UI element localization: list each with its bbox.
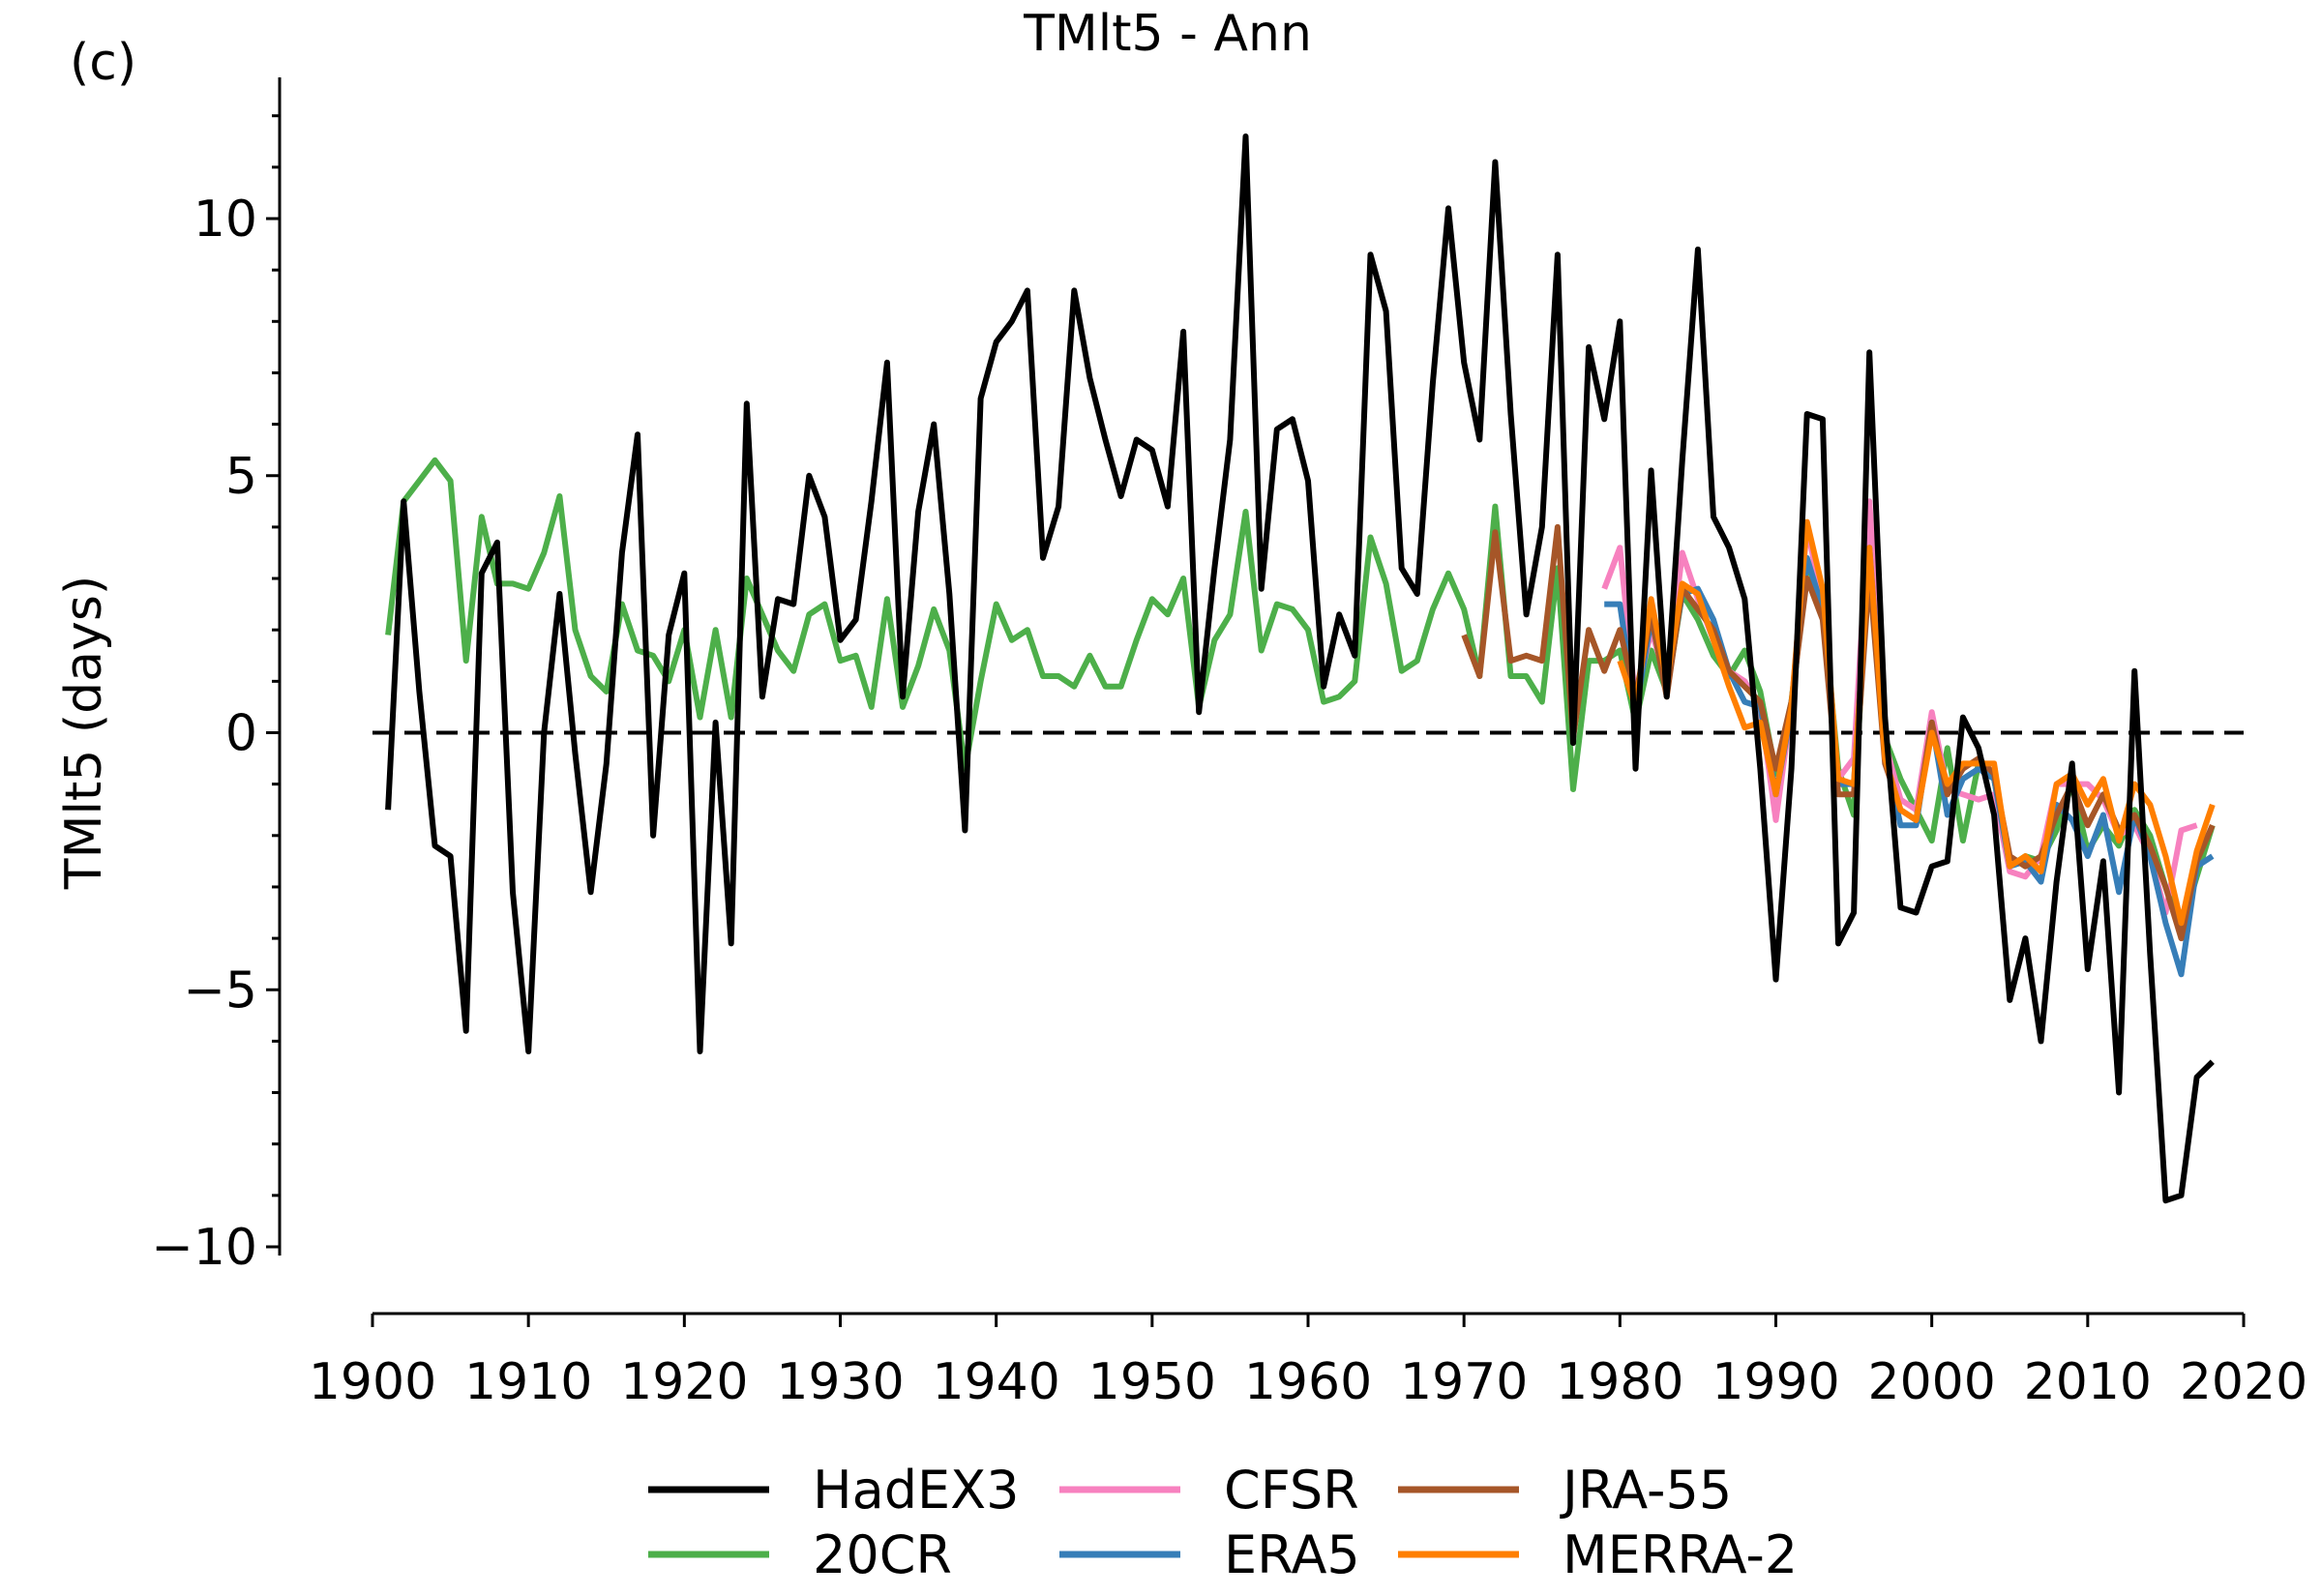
series-line-merra-2 bbox=[1617, 518, 2216, 927]
x-tick-label: 1950 bbox=[1088, 1353, 1216, 1411]
x-tick-label: 1930 bbox=[776, 1353, 904, 1411]
legend-label-hadex3: HadEX3 bbox=[813, 1460, 1019, 1521]
x-tick-label: 1940 bbox=[932, 1353, 1059, 1411]
series-line-era5 bbox=[1604, 545, 2215, 978]
x-tick-label: 2000 bbox=[1867, 1353, 1995, 1411]
x-tick-label: 1910 bbox=[464, 1353, 592, 1411]
x-tick-label: 1960 bbox=[1244, 1353, 1372, 1411]
legend-label-merra-2: MERRA-2 bbox=[1563, 1524, 1798, 1585]
series-layer bbox=[385, 133, 2216, 1204]
x-tick-label: 1900 bbox=[309, 1353, 436, 1411]
y-tick-label: 10 bbox=[194, 191, 257, 249]
legend-label-jra-55: JRA-55 bbox=[1560, 1460, 1732, 1521]
y-ticks: −10 −5 0 5 10 bbox=[151, 114, 280, 1277]
panel-label: (c) bbox=[70, 34, 136, 92]
x-ticks: 1900 1910 1920 1930 1940 1950 1960 1970 1980 1990… bbox=[309, 1314, 2307, 1411]
legend-label-era5: ERA5 bbox=[1224, 1524, 1360, 1585]
x-tick-label: 1920 bbox=[620, 1353, 748, 1411]
x-tick-label: 1970 bbox=[1400, 1353, 1528, 1411]
series-line-hadex3 bbox=[385, 133, 2215, 1204]
y-tick-label: 5 bbox=[225, 448, 257, 506]
x-tick-label: 2010 bbox=[2024, 1353, 2152, 1411]
x-tick-label: 2020 bbox=[2180, 1353, 2307, 1411]
y-tick-label: −10 bbox=[151, 1219, 257, 1277]
legend-label-cfsr: CFSR bbox=[1224, 1460, 1359, 1521]
series-line-20cr bbox=[385, 457, 2216, 931]
y-axis-label: TMlt5 (days) bbox=[55, 576, 113, 890]
y-tick-label: −5 bbox=[183, 961, 257, 1020]
legend-label-20cr: 20CR bbox=[813, 1524, 952, 1585]
chart-title: TMlt5 - Ann bbox=[1023, 5, 1312, 63]
y-tick-label: 0 bbox=[225, 705, 257, 763]
x-tick-label: 1990 bbox=[1712, 1353, 1839, 1411]
x-tick-label: 1980 bbox=[1556, 1353, 1683, 1411]
series-line-jra-55 bbox=[1461, 523, 2216, 942]
